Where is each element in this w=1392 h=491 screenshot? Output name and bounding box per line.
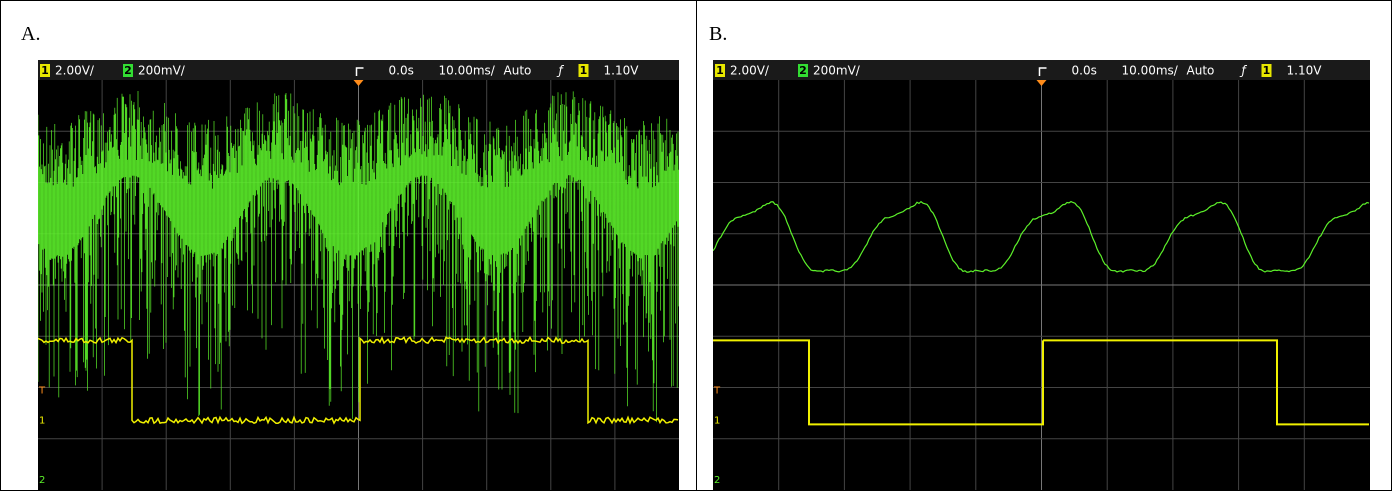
delay: 0.0s	[1072, 64, 1097, 78]
channel-scale: 200mV/	[813, 64, 861, 78]
channel-number: 1	[41, 64, 49, 77]
channel-scale: 2.00V/	[55, 64, 95, 78]
timebase: 10.00ms/	[439, 64, 496, 78]
timebase: 10.00ms/	[1122, 64, 1179, 78]
ch2-marker: 2	[39, 475, 45, 486]
ch2-marker: 2	[714, 475, 720, 486]
channel-number: 1	[580, 64, 588, 77]
panel-label: A.	[21, 23, 40, 46]
channel-scale: 200mV/	[138, 64, 186, 78]
figure: A. 12.00V/2200mV/0.0s10.00ms/Autoƒ11.10V…	[0, 0, 1392, 491]
ch1-marker: 1	[39, 415, 45, 426]
channel-scale: 2.00V/	[730, 64, 770, 78]
trigger-marker: T	[713, 385, 721, 396]
trigger-level: 1.10V	[1287, 64, 1323, 78]
channel-number: 2	[799, 64, 807, 77]
channel-number: 1	[716, 64, 724, 77]
trigger-level: 1.10V	[604, 64, 640, 78]
trigger-mode: Auto	[1187, 64, 1215, 78]
trigger-marker: T	[38, 385, 46, 396]
panel-label: B.	[709, 23, 727, 46]
channel-number: 2	[124, 64, 132, 77]
ch1-marker: 1	[714, 415, 720, 426]
delay: 0.0s	[389, 64, 414, 78]
channel-number: 1	[1263, 64, 1271, 77]
trigger-mode: Auto	[504, 64, 532, 78]
